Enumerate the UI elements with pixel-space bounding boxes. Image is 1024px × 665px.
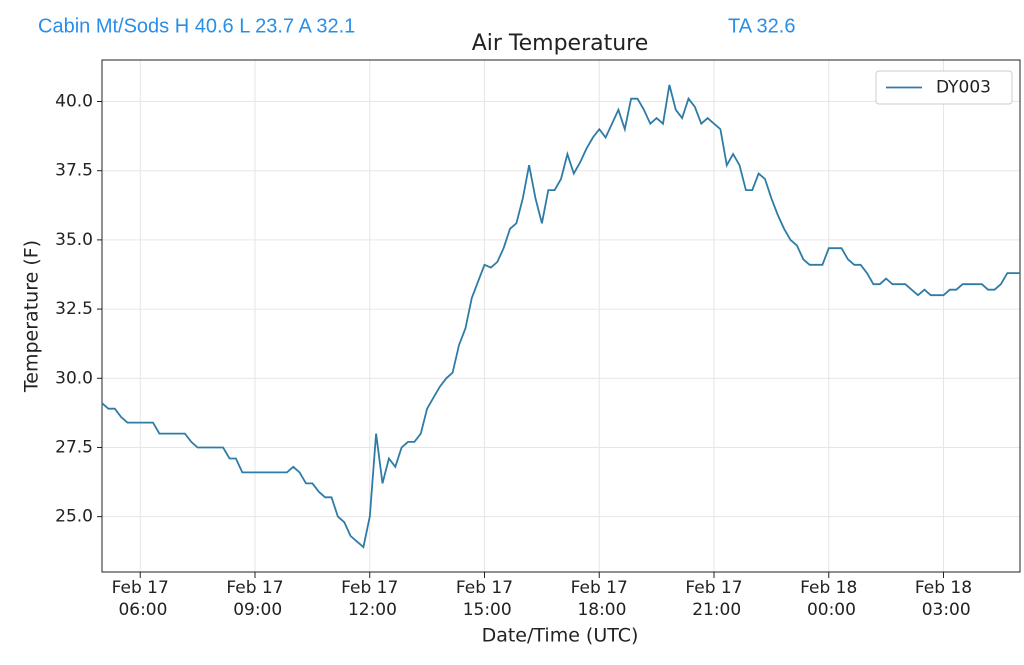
x-tick-label: Feb 17 09:00: [226, 578, 283, 620]
y-tick-label: 35.0: [55, 230, 93, 250]
station-summary: Cabin Mt/Sods H 40.6 L 23.7 A 32.1: [38, 15, 355, 37]
x-tick-label: Feb 18 00:00: [800, 578, 857, 620]
x-tick-label: Feb 18 03:00: [915, 578, 972, 620]
y-tick-label: 32.5: [55, 299, 93, 319]
x-tick-label: Feb 17 06:00: [112, 578, 169, 620]
y-tick-label: 27.5: [55, 437, 93, 457]
y-tick-label: 40.0: [55, 92, 93, 112]
x-tick-label: Feb 17 15:00: [456, 578, 513, 620]
legend-box: [875, 70, 1013, 105]
x-tick-label: Feb 17 12:00: [341, 578, 398, 620]
x-tick-label: Feb 17 18:00: [571, 578, 628, 620]
y-tick-label: 37.5: [55, 161, 93, 181]
x-axis-label: Date/Time (UTC): [482, 625, 639, 647]
y-tick-label: 30.0: [55, 368, 93, 388]
plot-frame: [101, 59, 1021, 573]
y-tick-label: 25.0: [55, 507, 93, 527]
chart-title: Air Temperature: [472, 31, 649, 56]
y-axis-label: Temperature (F): [21, 240, 43, 393]
legend-label: DY003: [936, 78, 991, 98]
data-line: [101, 84, 1020, 549]
current-reading: TA 32.6: [728, 15, 795, 37]
x-tick-label: Feb 17 21:00: [685, 578, 742, 620]
